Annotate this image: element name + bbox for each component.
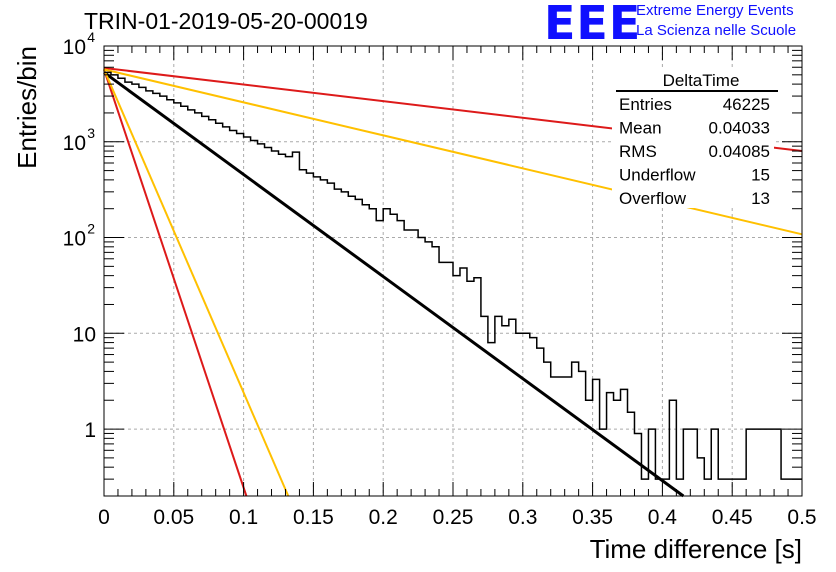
stats-box: DeltaTime Entries 46225 Mean 0.04033 RMS 0.04… [612, 70, 778, 208]
stats-value: 13 [751, 189, 770, 208]
y-tick-label: 10 [73, 323, 96, 346]
stats-value: 46225 [723, 95, 770, 114]
fit-line [103, 71, 685, 498]
y-tick-label: 1 [84, 419, 96, 442]
x-axis-title: Time difference [s] [590, 534, 802, 564]
x-tick-label: 0.35 [572, 506, 613, 529]
y-tick-label: 10 [63, 228, 86, 251]
x-tick-label: 0.2 [369, 506, 398, 529]
x-tick-label: 0.1 [229, 506, 258, 529]
x-tick-label: 0 [98, 506, 110, 529]
logo-subtitle-line1: Extreme Energy Events [636, 2, 794, 19]
x-tick-label: 0.05 [153, 506, 194, 529]
fit-line [103, 69, 248, 497]
stats-label: Underflow [619, 166, 696, 185]
y-tick-exponent: 4 [87, 29, 95, 45]
stats-name: DeltaTime [663, 71, 740, 90]
stats-value: 0.04085 [709, 142, 770, 161]
stats-background [612, 70, 774, 208]
axis-ticks [103, 46, 803, 497]
stats-rows: Entries 46225 Mean 0.04033 RMS 0.04085 Underfl… [619, 95, 770, 208]
stats-label: Overflow [619, 189, 687, 208]
fit-line [103, 68, 290, 497]
tick-labels: 0 0.05 0.1 0.15 0.2 0.25 0.3 0.35 0.4 0.45 0.5 1 10 1… [63, 29, 817, 529]
y-tick-label: 10 [63, 132, 86, 155]
y-tick-exponent: 3 [87, 125, 95, 141]
histogram [104, 71, 802, 480]
stats-value: 15 [751, 166, 770, 185]
x-tick-label: 0.5 [787, 506, 816, 529]
chart-title: TRIN-01-2019-05-20-00019 [84, 8, 368, 34]
y-tick-exponent: 2 [87, 221, 95, 237]
stats-label: Mean [619, 119, 662, 138]
x-tick-label: 0.15 [293, 506, 334, 529]
logo-subtitle-line2: La Scienza nelle Scuole [636, 22, 797, 39]
stats-label: Entries [619, 95, 672, 114]
y-axis-title: Entries/bin [12, 46, 42, 169]
x-tick-label: 0.45 [712, 506, 753, 529]
y-tick-label: 10 [63, 36, 86, 59]
x-tick-label: 0.25 [433, 506, 474, 529]
histogram-outline [104, 71, 802, 480]
x-tick-label: 0.4 [648, 506, 678, 529]
stats-label: RMS [619, 142, 657, 161]
eee-logo: EEE [544, 0, 642, 50]
stats-value: 0.04033 [709, 119, 770, 138]
x-tick-label: 0.3 [508, 506, 537, 529]
